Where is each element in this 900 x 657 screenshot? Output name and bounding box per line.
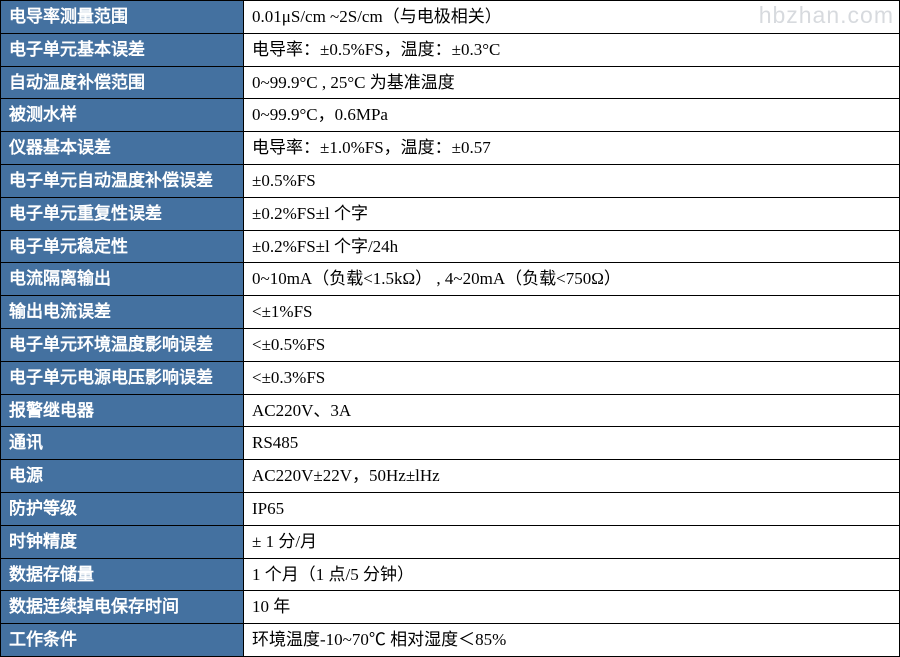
table-row: 报警继电器AC220V、3A <box>1 394 900 427</box>
table-row: 防护等级IP65 <box>1 492 900 525</box>
table-row: 电子单元基本误差电导率：±0.5%FS，温度：±0.3°C <box>1 33 900 66</box>
table-row: 通讯RS485 <box>1 427 900 460</box>
table-row: 电子单元稳定性±0.2%FS±l 个字/24h <box>1 230 900 263</box>
spec-value: 0.01μS/cm ~2S/cm（与电极相关） <box>244 1 900 34</box>
spec-label: 电子单元重复性误差 <box>1 197 244 230</box>
spec-label: 工作条件 <box>1 624 244 657</box>
spec-label: 报警继电器 <box>1 394 244 427</box>
spec-value: 电导率：±0.5%FS，温度：±0.3°C <box>244 33 900 66</box>
spec-label: 数据连续掉电保存时间 <box>1 591 244 624</box>
spec-value: 0~99.9°C , 25°C 为基准温度 <box>244 66 900 99</box>
spec-value: 10 年 <box>244 591 900 624</box>
spec-value: <±0.3%FS <box>244 361 900 394</box>
table-row: 数据连续掉电保存时间10 年 <box>1 591 900 624</box>
spec-value: ±0.5%FS <box>244 164 900 197</box>
spec-value: 0~99.9°C，0.6MPa <box>244 99 900 132</box>
spec-value: 环境温度-10~70℃ 相对湿度＜85% <box>244 624 900 657</box>
spec-value: ± 1 分/月 <box>244 525 900 558</box>
spec-value: <±0.5%FS <box>244 328 900 361</box>
spec-value: AC220V、3A <box>244 394 900 427</box>
table-row: 自动温度补偿范围0~99.9°C , 25°C 为基准温度 <box>1 66 900 99</box>
spec-value: RS485 <box>244 427 900 460</box>
table-row: 输出电流误差<±1%FS <box>1 296 900 329</box>
spec-label: 防护等级 <box>1 492 244 525</box>
spec-value: 电导率：±1.0%FS，温度：±0.57 <box>244 132 900 165</box>
spec-label: 电子单元自动温度补偿误差 <box>1 164 244 197</box>
table-row: 电子单元自动温度补偿误差±0.5%FS <box>1 164 900 197</box>
table-row: 电子单元重复性误差±0.2%FS±l 个字 <box>1 197 900 230</box>
spec-value: ±0.2%FS±l 个字/24h <box>244 230 900 263</box>
spec-label: 电源 <box>1 460 244 493</box>
spec-table: 电导率测量范围0.01μS/cm ~2S/cm（与电极相关） 电子单元基本误差电… <box>0 0 900 657</box>
spec-label: 电流隔离输出 <box>1 263 244 296</box>
table-row: 数据存储量1 个月（1 点/5 分钟） <box>1 558 900 591</box>
table-row: 电子单元环境温度影响误差<±0.5%FS <box>1 328 900 361</box>
spec-label: 电子单元稳定性 <box>1 230 244 263</box>
table-row: 时钟精度± 1 分/月 <box>1 525 900 558</box>
table-row: 电子单元电源电压影响误差<±0.3%FS <box>1 361 900 394</box>
table-row: 电流隔离输出0~10mA（负载<1.5kΩ） , 4~20mA（负载<750Ω） <box>1 263 900 296</box>
spec-table-body: 电导率测量范围0.01μS/cm ~2S/cm（与电极相关） 电子单元基本误差电… <box>1 1 900 657</box>
spec-label: 通讯 <box>1 427 244 460</box>
spec-label: 时钟精度 <box>1 525 244 558</box>
spec-value: AC220V±22V，50Hz±lHz <box>244 460 900 493</box>
spec-label: 被测水样 <box>1 99 244 132</box>
table-row: 工作条件环境温度-10~70℃ 相对湿度＜85% <box>1 624 900 657</box>
spec-label: 电子单元基本误差 <box>1 33 244 66</box>
spec-value: 1 个月（1 点/5 分钟） <box>244 558 900 591</box>
spec-value: 0~10mA（负载<1.5kΩ） , 4~20mA（负载<750Ω） <box>244 263 900 296</box>
table-row: 电源AC220V±22V，50Hz±lHz <box>1 460 900 493</box>
spec-label: 输出电流误差 <box>1 296 244 329</box>
table-row: 仪器基本误差电导率：±1.0%FS，温度：±0.57 <box>1 132 900 165</box>
table-row: 电导率测量范围0.01μS/cm ~2S/cm（与电极相关） <box>1 1 900 34</box>
spec-value: IP65 <box>244 492 900 525</box>
table-row: 被测水样0~99.9°C，0.6MPa <box>1 99 900 132</box>
spec-value: ±0.2%FS±l 个字 <box>244 197 900 230</box>
spec-label: 仪器基本误差 <box>1 132 244 165</box>
spec-label: 电导率测量范围 <box>1 1 244 34</box>
spec-label: 自动温度补偿范围 <box>1 66 244 99</box>
spec-label: 电子单元环境温度影响误差 <box>1 328 244 361</box>
spec-label: 数据存储量 <box>1 558 244 591</box>
spec-value: <±1%FS <box>244 296 900 329</box>
spec-label: 电子单元电源电压影响误差 <box>1 361 244 394</box>
